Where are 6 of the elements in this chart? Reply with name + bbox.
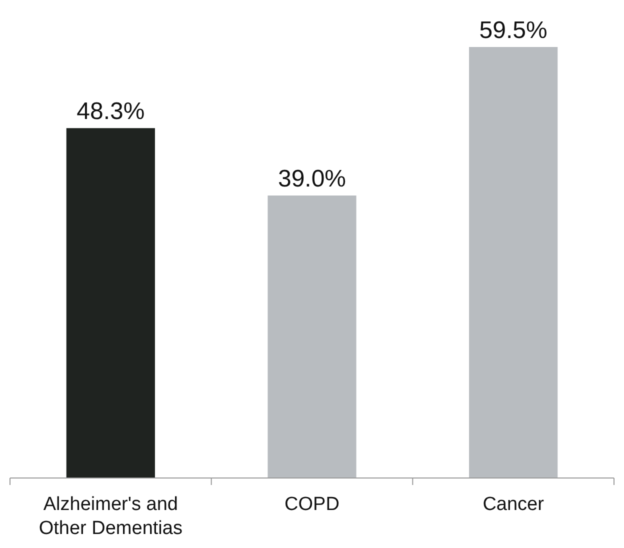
data-label: 39.0% <box>278 165 346 192</box>
x-tick-label: Cancer <box>482 494 545 515</box>
data-label: 59.5% <box>479 17 548 44</box>
x-tick-label: COPD <box>284 494 340 515</box>
data-label: 48.3% <box>76 98 145 126</box>
x-tick-label: Alzheimer's and Other Dementias <box>38 494 182 539</box>
